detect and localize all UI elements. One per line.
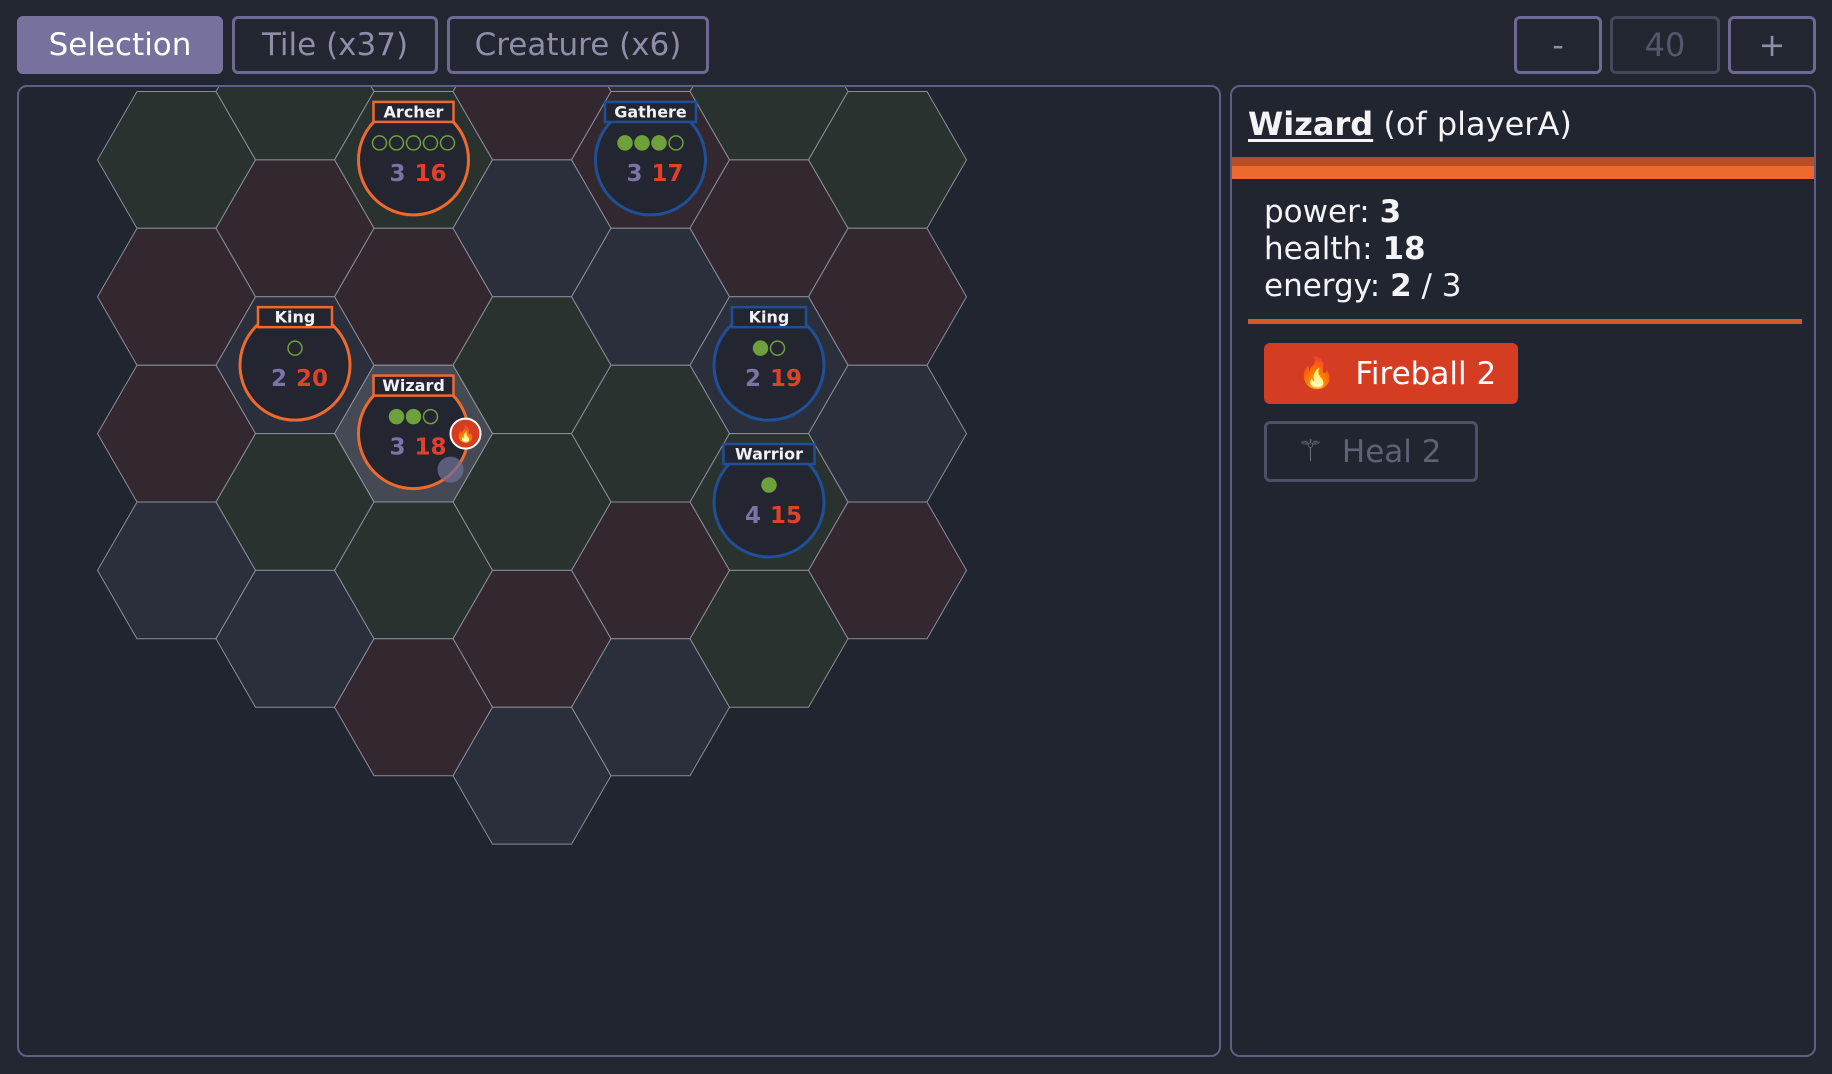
creature-power: 3 — [389, 161, 405, 187]
creature-name: King — [749, 308, 790, 327]
energy-pip-filled — [752, 340, 769, 356]
energy-pip-filled — [651, 135, 667, 151]
selection-panel: Wizard (of playerA) power: 3 health: 18 … — [1230, 85, 1816, 1057]
creature-health: 19 — [770, 366, 802, 392]
creature-name-tag — [372, 374, 455, 397]
creature-power: 4 — [745, 503, 761, 529]
creature-health: 18 — [415, 435, 447, 461]
creature-name: Warrior — [735, 445, 803, 464]
energy-pip-filled — [634, 135, 650, 151]
creature-token[interactable]: King 2 20 — [238, 305, 352, 422]
selected-creature-owner: (of playerA) — [1383, 105, 1572, 143]
creature-name-tag — [256, 305, 334, 329]
energy-pip-filled — [405, 408, 422, 425]
hex-tile[interactable] — [452, 706, 612, 845]
energy-value: 2 — [1390, 268, 1412, 304]
creature-name-tag — [730, 305, 808, 329]
fireball-ability-button[interactable]: 🔥 Fireball 2 — [1264, 343, 1518, 404]
creature-health: 16 — [415, 161, 447, 187]
mode-tabs: Selection Tile (x37) Creature (x6) — [17, 16, 709, 74]
energy-pip-empty — [769, 340, 786, 356]
creature-name: Wizard — [382, 376, 445, 395]
energy-pip-empty — [439, 135, 456, 151]
tab-tile[interactable]: Tile (x37) — [232, 16, 438, 74]
energy-pip-empty — [388, 135, 405, 151]
stats-divider — [1248, 319, 1802, 324]
creature-token[interactable]: Wizard 3 18 🔥 — [334, 365, 493, 502]
creature-power: 3 — [389, 435, 405, 461]
tab-selection[interactable]: Selection — [17, 16, 223, 74]
health-value: 18 — [1382, 231, 1426, 267]
health-stat: health: 18 — [1264, 231, 1426, 267]
fireball-ability-label: Fireball 2 — [1355, 355, 1497, 392]
zoom-out-button[interactable]: - — [1514, 16, 1602, 74]
power-value: 3 — [1379, 194, 1402, 230]
creature-token[interactable]: Gathere 3 17 — [594, 100, 707, 217]
owner-color-bar — [1232, 157, 1814, 179]
creature-name-tag — [372, 100, 455, 124]
creature-token[interactable]: Archer 3 16 — [357, 100, 470, 217]
creature-health: 15 — [770, 503, 802, 529]
power-stat: power: 3 — [1264, 194, 1402, 230]
board-panel: Archer 3 16 Gathere 3 17 King 2 20 Wizard 3 18 🔥 King… — [17, 85, 1221, 1057]
creature-name: Gathere — [614, 102, 687, 121]
zoom-level-field[interactable]: 40 — [1610, 16, 1720, 74]
creature-power: 2 — [271, 366, 287, 392]
zoom-controls: - 40 + — [1514, 16, 1816, 74]
heal-ability-label: Heal 2 — [1341, 433, 1442, 470]
status-badge — [437, 456, 464, 483]
creature-token[interactable]: King 2 19 — [712, 305, 826, 422]
creature-name: Archer — [384, 102, 444, 121]
fire-icon: 🔥 — [1298, 356, 1336, 391]
energy-pip-empty — [668, 135, 684, 151]
energy-pip-empty — [422, 135, 439, 151]
creature-name-tag — [722, 442, 816, 466]
energy-pip-empty — [287, 340, 303, 356]
tab-creature[interactable]: Creature (x6) — [447, 16, 709, 74]
energy-pip-filled — [617, 135, 633, 151]
energy-pip-filled — [388, 408, 405, 425]
creature-stats: power: 3 health: 18 energy: 2 / 3 — [1264, 194, 1462, 305]
creature-health: 17 — [652, 161, 684, 187]
energy-max: / 3 — [1411, 268, 1462, 304]
selected-creature-name[interactable]: Wizard — [1248, 105, 1374, 143]
creature-name: King — [275, 308, 316, 327]
energy-pip-empty — [371, 135, 388, 151]
fire-badge[interactable] — [449, 417, 482, 450]
heal-ability-button[interactable]: ⚚ Heal 2 — [1264, 421, 1478, 482]
energy-pip-empty — [422, 408, 439, 425]
zoom-in-button[interactable]: + — [1728, 16, 1816, 74]
energy-pip-filled — [761, 477, 777, 493]
creature-power: 3 — [626, 161, 642, 187]
magic-wand-icon: ⚚ — [1297, 434, 1324, 469]
selection-title: Wizard (of playerA) — [1248, 105, 1572, 143]
energy-stat: energy: 2 / 3 — [1264, 268, 1462, 304]
creature-name-tag — [603, 100, 698, 124]
hex-board[interactable]: Archer 3 16 Gathere 3 17 King 2 20 Wizard 3 18 🔥 King… — [19, 87, 1221, 1057]
creature-power: 2 — [745, 366, 761, 392]
creature-token[interactable]: Warrior 4 15 — [712, 442, 826, 559]
creature-health: 20 — [296, 366, 328, 392]
energy-pip-empty — [405, 135, 422, 151]
fire-icon: 🔥 — [456, 425, 476, 444]
